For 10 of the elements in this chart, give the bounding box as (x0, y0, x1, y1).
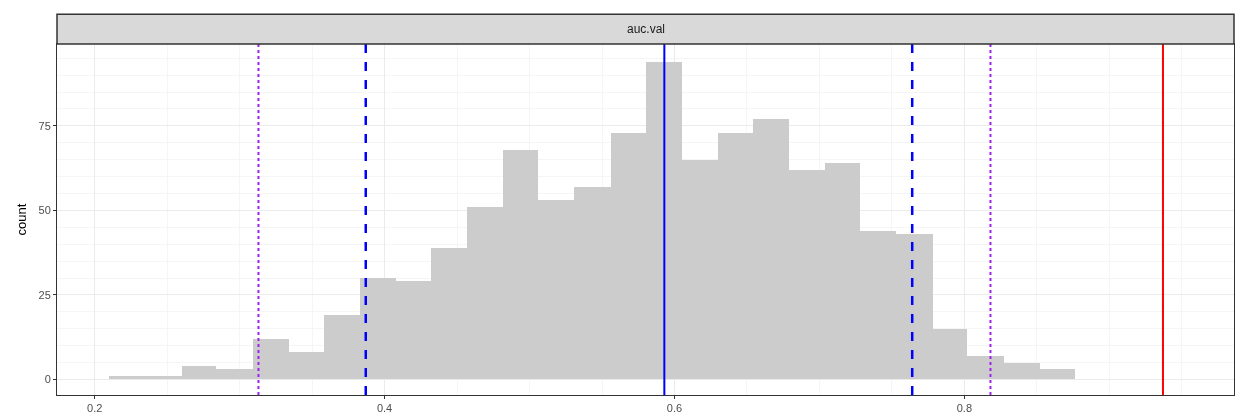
x-tick-label: 0.4 (376, 402, 393, 415)
y-tick-label: 0 (44, 373, 51, 386)
chart-title: auc.val (627, 22, 666, 36)
x-tick-label: 0.8 (956, 402, 973, 415)
y-axis-title: count (14, 203, 30, 236)
x-tick-label: 0.2 (87, 402, 103, 415)
y-tick-label: 75 (38, 119, 51, 132)
y-tick-label: 25 (38, 288, 51, 301)
y-tick-label: 50 (38, 204, 51, 217)
x-tick-label: 0.6 (666, 402, 683, 415)
